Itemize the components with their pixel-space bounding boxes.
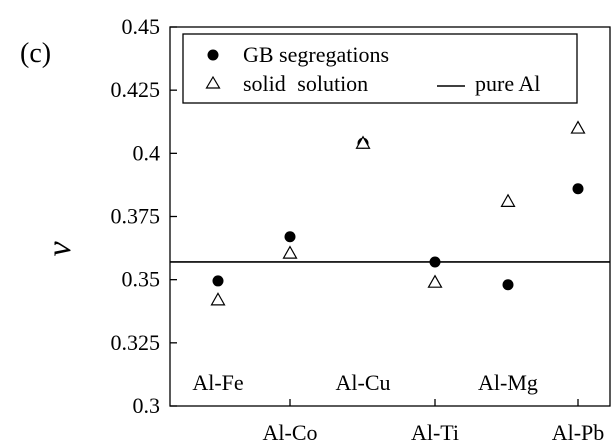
data-marks [210, 120, 586, 306]
x-tick-label: Al-Ti [411, 420, 459, 445]
panel-label: (c) [20, 38, 51, 69]
x-tick-label: Al-Pb [552, 420, 605, 445]
gb-segregation-point [284, 231, 296, 243]
legend-marker-gb-segregations [207, 49, 219, 61]
legend: GB segregations solid solution pure Al [182, 33, 578, 104]
y-tick-label: 0.45 [122, 14, 161, 39]
solid-solution-point [355, 135, 371, 149]
y-tick-label: 0.425 [111, 77, 161, 102]
solid-solution-point [570, 120, 586, 134]
legend-label-gb-segregations: GB segregations [243, 42, 389, 67]
y-axis: 0.3 0.325 0.35 0.375 0.4 0.425 0.45 [111, 14, 177, 418]
x-tick-label: Al-Co [263, 420, 318, 445]
y-tick-label: 0.3 [133, 393, 161, 418]
x-tick-label: Al-Mg [478, 370, 538, 395]
x-axis: Al-Fe Al-Co Al-Cu Al-Ti Al-Mg Al-Pb [192, 370, 604, 445]
x-tick-label: Al-Cu [336, 370, 391, 395]
y-tick-label: 0.4 [133, 140, 161, 165]
solid-solution-point [427, 274, 443, 288]
y-axis-label: ν [41, 241, 78, 257]
legend-marker-solid-solution [205, 75, 221, 89]
legend-label-solid-solution: solid solution [243, 71, 368, 96]
legend-label-pure-al: pure Al [475, 71, 540, 96]
gb-segregation-point [572, 183, 584, 195]
gb-segregation-point [429, 256, 441, 268]
y-tick-label: 0.375 [111, 204, 161, 229]
solid-solution-point [282, 245, 298, 259]
legend-box [182, 33, 578, 104]
solid-solution-point [210, 292, 226, 306]
gb-segregation-point [212, 275, 224, 287]
y-tick-label: 0.35 [122, 267, 161, 292]
solid-solution-point [500, 193, 516, 207]
x-tick-label: Al-Fe [192, 370, 243, 395]
y-tick-label: 0.325 [111, 330, 161, 355]
gb-segregation-point [502, 279, 514, 291]
